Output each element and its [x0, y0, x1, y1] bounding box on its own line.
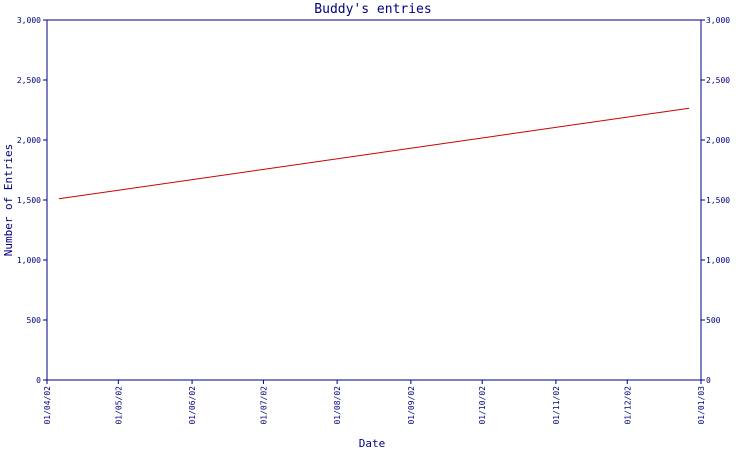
y-axis-left: 0 500 1,000 1,500 2,000 2,500 3,000 [17, 16, 47, 385]
y-tick-label-left: 2,500 [17, 76, 41, 85]
y-tick-label-left: 500 [27, 316, 42, 325]
y-tick-label-left: 1,500 [17, 196, 41, 205]
y-axis-right: 0 500 1,000 1,500 2,000 2,500 3,000 [701, 16, 730, 385]
x-tick-label: 01/05/02 [114, 386, 123, 425]
y-tick-label-right: 2,000 [706, 136, 730, 145]
y-tick-label-right: 500 [706, 316, 721, 325]
x-tick-label: 01/08/02 [333, 386, 342, 425]
x-tick-label: 01/01/03 [697, 386, 706, 425]
chart-title: Buddy's entries [314, 2, 431, 17]
x-tick-label: 01/10/02 [478, 386, 487, 425]
x-axis-label: Date [359, 437, 386, 450]
x-tick-label: 01/09/02 [407, 386, 416, 425]
y-tick-label-left: 0 [36, 376, 41, 385]
x-tick-label: 01/11/02 [552, 386, 561, 425]
x-tick-label: 01/04/02 [43, 386, 52, 425]
y-axis-label: Number of Entries [2, 144, 15, 257]
y-tick-label-left: 2,000 [17, 136, 41, 145]
y-tick-label-right: 1,500 [706, 196, 730, 205]
x-tick-label: 01/06/02 [188, 386, 197, 425]
y-tick-label-right: 3,000 [706, 16, 730, 25]
series-group [58, 107, 690, 200]
x-tick-label: 01/12/02 [623, 386, 632, 425]
y-tick-label-left: 3,000 [17, 16, 41, 25]
plot-frame [46, 19, 702, 381]
series-line [58, 107, 690, 200]
y-tick-label-left: 1,000 [17, 256, 41, 265]
y-tick-label-right: 1,000 [706, 256, 730, 265]
y-tick-label-right: 2,500 [706, 76, 730, 85]
y-tick-label-right: 0 [706, 376, 711, 385]
x-tick-label: 01/07/02 [259, 386, 268, 425]
x-axis: 01/04/02 01/05/02 01/06/02 01/07/02 01/08/02… [43, 380, 706, 425]
